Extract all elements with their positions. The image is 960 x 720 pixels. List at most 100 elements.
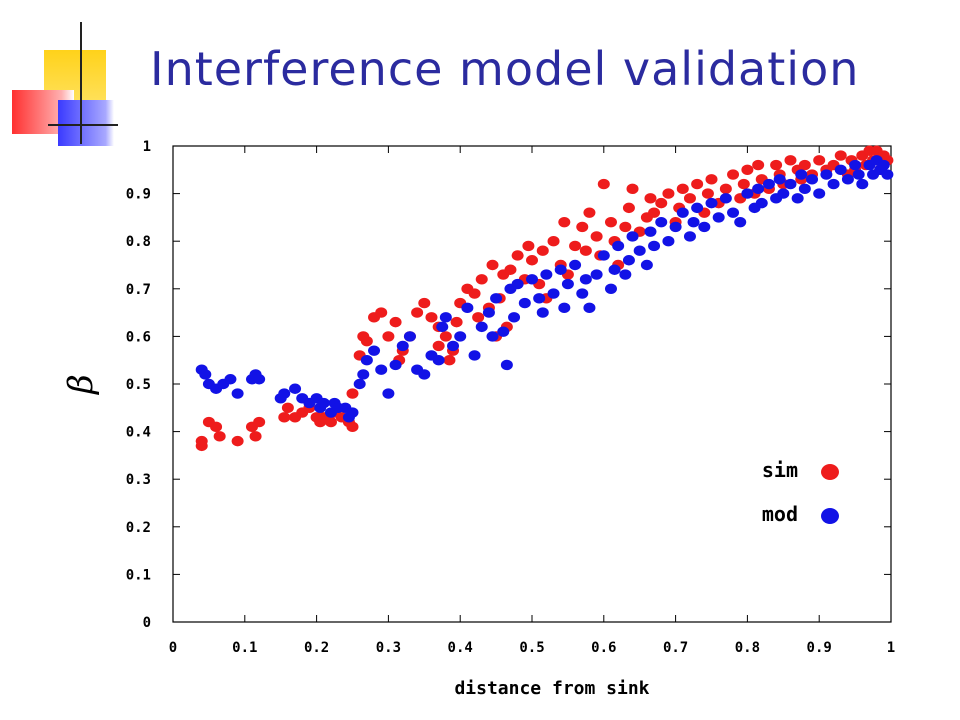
mod-point: [626, 231, 639, 242]
axis-ticks: [172, 145, 892, 623]
sim-point: [425, 312, 438, 323]
mod-point: [432, 355, 445, 366]
mod-point: [396, 340, 409, 352]
x-tick-label: 0.5: [519, 640, 544, 656]
sim-point: [443, 355, 456, 366]
plot-border: [172, 145, 892, 623]
mod-point: [436, 321, 449, 333]
sim-point: [472, 312, 485, 323]
mod-point: [698, 221, 711, 233]
mod-point: [691, 202, 704, 214]
mod-point: [633, 245, 646, 256]
sim-point: [676, 183, 689, 195]
sim-point: [626, 183, 639, 195]
mod-point: [813, 188, 826, 199]
mod-point: [719, 193, 732, 204]
sim-point: [701, 188, 714, 199]
mod-point: [389, 359, 402, 371]
sim-point: [547, 236, 560, 247]
mod-point: [852, 169, 865, 180]
legend-label-sim: sim: [762, 458, 798, 482]
x-tick-label: 0.4: [448, 640, 473, 656]
sim-point: [253, 416, 266, 428]
y-tick-label: 0.9: [126, 187, 151, 203]
plot-frame: [172, 145, 892, 623]
mod-point: [482, 307, 495, 318]
mod-point: [579, 274, 592, 285]
sim-point: [741, 164, 754, 175]
mod-point: [662, 236, 675, 247]
tick-labels: 0 0.1 0.2 0.3 0.4 0.5 0.6 0.7 0.8 0.9 1 0 0.1 0.2 0.3 0…: [126, 139, 896, 656]
mod-point: [741, 188, 754, 199]
mod-point: [583, 302, 596, 314]
mod-point: [490, 293, 503, 304]
sim-point: [619, 221, 632, 233]
legend-label-mod: mod: [762, 502, 798, 526]
decoration-vertical-line: [80, 22, 82, 144]
mod-point: [644, 226, 657, 237]
sim-point: [719, 183, 732, 195]
mod-point: [590, 269, 603, 280]
mod-point: [454, 331, 467, 342]
series-mod: [195, 155, 894, 423]
y-tick-label: 0.1: [126, 567, 151, 583]
mod-point: [289, 383, 302, 394]
sim-point: [210, 421, 223, 433]
legend-marker-sim: [821, 464, 839, 480]
mod-point: [382, 388, 395, 399]
y-tick-label: 1: [143, 139, 151, 155]
y-tick-label: 0.6: [126, 329, 151, 345]
mod-point: [199, 369, 212, 380]
sim-point: [644, 193, 657, 204]
y-tick-label: 0.3: [126, 472, 151, 488]
sim-point: [558, 216, 571, 228]
legend: sim mod: [762, 458, 839, 526]
sim-point: [450, 316, 463, 328]
mod-point: [253, 374, 266, 385]
mod-point: [357, 369, 370, 380]
mod-point: [497, 326, 510, 337]
sim-point: [705, 174, 718, 185]
mod-point: [877, 159, 890, 171]
mod-point: [655, 216, 668, 228]
x-tick-label: 0.6: [591, 640, 616, 656]
mod-point: [795, 169, 808, 180]
mod-point: [224, 374, 237, 385]
mod-point: [317, 397, 330, 409]
sim-point: [249, 431, 262, 442]
mod-point: [540, 269, 553, 280]
mod-point: [687, 216, 700, 228]
x-tick-label: 1: [887, 640, 895, 656]
mod-point: [827, 178, 840, 190]
mod-point: [791, 193, 804, 204]
sim-point: [475, 274, 488, 285]
mod-point: [806, 174, 819, 185]
sim-point: [737, 178, 750, 190]
mod-point: [784, 178, 797, 190]
mod-point: [231, 388, 244, 399]
mod-point: [475, 321, 488, 333]
mod-point: [526, 274, 538, 285]
mod-point: [604, 283, 617, 294]
sim-point: [346, 421, 359, 433]
sim-point: [691, 178, 704, 190]
mod-point: [569, 259, 582, 271]
mod-point: [346, 407, 359, 418]
y-tick-label: 0.5: [126, 377, 151, 393]
sim-point: [662, 188, 675, 199]
mod-point: [648, 240, 661, 252]
mod-point: [486, 331, 499, 342]
sim-point: [511, 250, 524, 261]
sim-point: [798, 159, 811, 171]
mod-point: [500, 359, 513, 371]
mod-point: [447, 340, 460, 352]
mod-point: [403, 331, 416, 342]
mod-point: [508, 312, 521, 323]
sim-point: [727, 169, 740, 180]
sim-point: [231, 435, 244, 447]
y-tick-label: 0.7: [126, 282, 151, 298]
mod-point: [368, 345, 381, 356]
mod-point: [418, 369, 431, 380]
mod-point: [576, 288, 589, 299]
